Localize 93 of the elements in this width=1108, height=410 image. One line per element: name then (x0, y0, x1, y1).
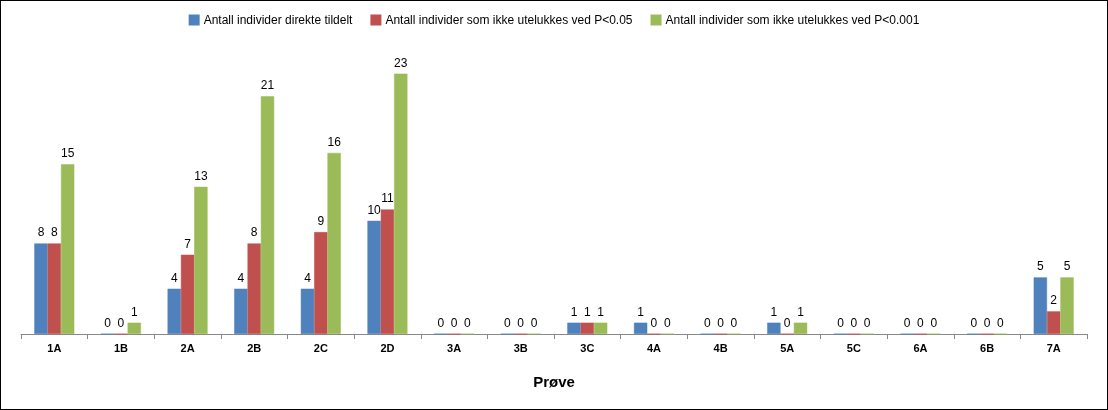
data-label: 2 (1050, 293, 1058, 308)
x-tick-label: 6A (913, 341, 928, 354)
x-tick-label: 7A (1046, 341, 1061, 354)
x-tick-label: 1A (47, 341, 62, 354)
data-label: 0 (717, 315, 725, 330)
data-label: 0 (703, 315, 711, 330)
data-label: 11 (381, 191, 394, 206)
x-tick-label: 2A (180, 341, 195, 354)
bar (127, 322, 141, 334)
data-label: 16 (327, 134, 342, 149)
data-label: 0 (783, 315, 791, 330)
bar (367, 220, 381, 334)
bar (793, 322, 808, 334)
bar (327, 152, 341, 334)
bar (633, 322, 648, 334)
bar (47, 243, 61, 334)
bar (300, 288, 315, 334)
data-label: 15 (60, 146, 75, 161)
data-label: 0 (650, 315, 658, 330)
legend-label: Antall individer som ikke utelukkes ved P<0.05 (385, 13, 633, 27)
bar (260, 96, 275, 334)
bar (167, 288, 181, 334)
bar (767, 322, 781, 334)
data-label: 1 (597, 304, 605, 319)
x-tick-label: 3C (580, 341, 595, 354)
data-label: 1 (637, 304, 645, 319)
data-label: 5 (1037, 259, 1045, 274)
data-label: 0 (730, 315, 738, 330)
data-label: 0 (917, 315, 925, 330)
data-label: 0 (663, 315, 671, 330)
data-label: 21 (260, 78, 275, 93)
x-tick-label: 6B (980, 341, 995, 354)
data-label: 13 (194, 168, 208, 183)
x-tick-label: 2D (380, 341, 395, 354)
data-label: 1 (130, 304, 138, 319)
legend-label: Antall individer som ikke utelukkes ved P<0.001 (665, 13, 920, 27)
x-tick-label: 4A (646, 341, 662, 354)
x-tick-label: 5C (846, 341, 861, 354)
bar (1060, 277, 1074, 334)
data-label: 0 (837, 315, 845, 330)
data-label: 0 (903, 315, 911, 330)
data-label: 1 (797, 304, 805, 319)
x-tick-label: 3B (513, 341, 528, 354)
data-label: 4 (304, 270, 312, 285)
data-label: 8 (37, 225, 45, 240)
x-tick-label: 1B (113, 341, 129, 354)
data-label: 0 (437, 315, 445, 330)
data-label: 0 (464, 315, 472, 330)
x-axis-title: Prøve (533, 373, 575, 390)
data-label: 23 (394, 55, 408, 70)
data-label: 0 (850, 315, 858, 330)
data-label: 0 (450, 315, 458, 330)
data-label: 0 (504, 315, 512, 330)
data-label: 7 (184, 236, 192, 251)
bar (60, 164, 75, 334)
bar (34, 243, 48, 334)
bar (247, 243, 261, 334)
data-label: 5 (1063, 259, 1071, 274)
data-label: 1 (570, 304, 578, 319)
data-label: 0 (863, 315, 871, 330)
bar (593, 322, 608, 334)
data-label: 8 (50, 225, 58, 240)
bar (567, 322, 581, 334)
legend-label: Antall individer direkte tildelt (203, 13, 354, 27)
x-tick-label: 4B (713, 341, 728, 354)
bar (314, 232, 328, 334)
x-tick-label: 5A (780, 341, 795, 354)
bar (394, 73, 408, 334)
data-label: 0 (983, 315, 991, 330)
data-label: 0 (517, 315, 525, 330)
data-label: 0 (117, 315, 125, 330)
data-label: 8 (250, 225, 258, 240)
data-label: 0 (104, 315, 112, 330)
data-label: 0 (930, 315, 938, 330)
bar (234, 288, 248, 334)
bar (580, 322, 594, 334)
data-label: 0 (997, 315, 1005, 330)
data-label: 1 (770, 304, 778, 319)
data-label: 4 (170, 270, 178, 285)
x-tick-label: 3A (447, 341, 462, 354)
data-label: 0 (970, 315, 978, 330)
bar (1033, 277, 1048, 334)
bar (380, 209, 395, 334)
data-label: 1 (583, 304, 591, 319)
bar (1047, 311, 1061, 334)
x-tick-label: 2B (247, 341, 262, 354)
data-label: 0 (530, 315, 538, 330)
data-label: 9 (317, 214, 325, 229)
bar (180, 254, 195, 334)
data-label: 4 (237, 270, 245, 285)
x-tick-label: 2C (313, 341, 328, 354)
bar (194, 186, 208, 334)
data-label: 10 (367, 202, 382, 217)
